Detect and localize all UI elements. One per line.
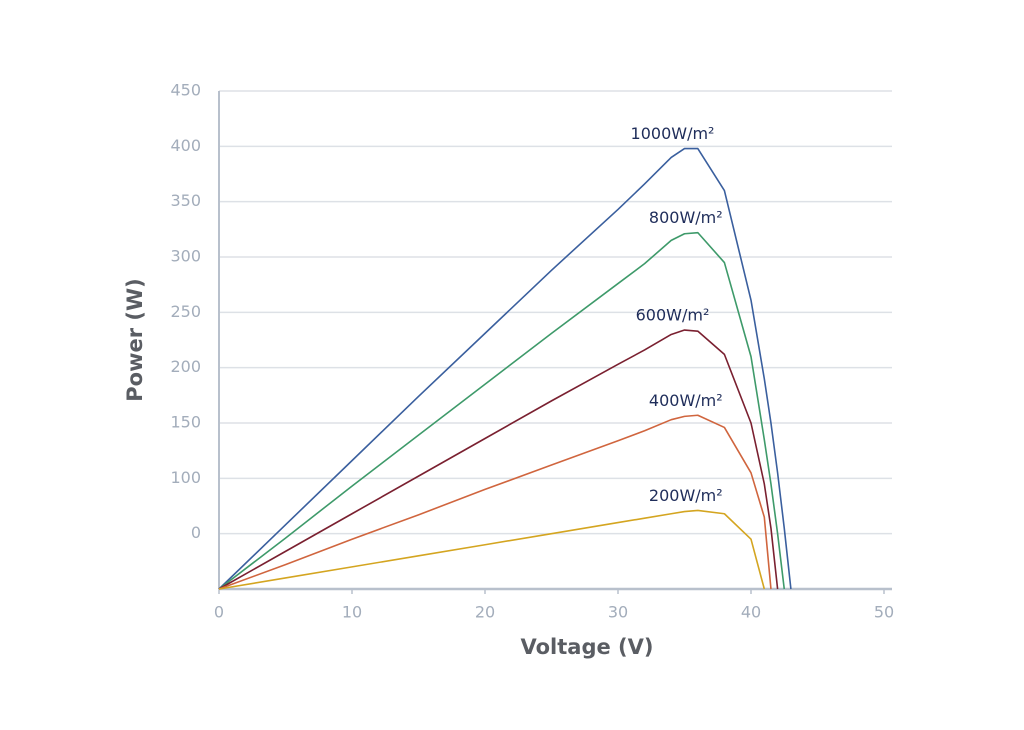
y-tick-label: 400 — [170, 136, 201, 155]
y-tick-label: 250 — [170, 302, 201, 321]
x-tick-label: 10 — [342, 603, 362, 622]
y-tick-label: 0 — [191, 523, 201, 542]
x-tick-label: 30 — [608, 603, 628, 622]
curve — [218, 231, 786, 590]
curve-label: 400W/m² — [649, 391, 723, 410]
x-axis-title: Voltage (V) — [521, 635, 654, 659]
curve — [218, 147, 792, 590]
curve — [218, 414, 772, 590]
curve-label: 600W/m² — [636, 306, 710, 325]
y-tick-label: 450 — [170, 81, 201, 100]
curve — [218, 509, 766, 590]
x-tick-label: 50 — [874, 603, 894, 622]
x-tick-label: 0 — [214, 603, 224, 622]
y-tick-label: 100 — [170, 468, 201, 487]
y-tick-label: 350 — [170, 191, 201, 210]
y-axis-title: Power (W) — [123, 278, 147, 402]
y-tick-label: 300 — [170, 247, 201, 266]
y-tick-label: 150 — [170, 413, 201, 432]
curve-label: 1000W/m² — [631, 124, 715, 143]
curve-label: 200W/m² — [649, 486, 723, 505]
y-tick-label: 200 — [170, 357, 201, 376]
x-tick-label: 20 — [475, 603, 495, 622]
x-tick-label: 40 — [741, 603, 761, 622]
curve — [218, 329, 779, 590]
curve-label: 800W/m² — [649, 208, 723, 227]
